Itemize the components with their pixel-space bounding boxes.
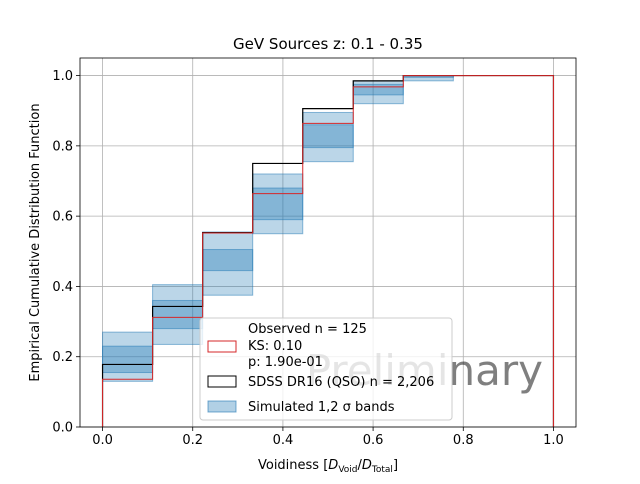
x-tick-label: 0.4: [273, 433, 294, 448]
legend-swatch-observed: [207, 340, 237, 353]
y-tick-label: 1.0: [52, 69, 73, 84]
x-axis-label-part: D: [328, 458, 338, 473]
y-tick-label: 0.8: [52, 139, 73, 154]
legend-label-pvalue: p: 1.90e-01: [248, 355, 323, 370]
x-tick-label: 0.0: [92, 433, 113, 448]
plot-area: [101, 74, 555, 427]
legend-label-observed: Observed n = 125: [248, 322, 367, 337]
sigma2-band: [302, 111, 354, 163]
sigma1-band: [102, 345, 154, 374]
legend-label-bands: Simulated 1,2 σ bands: [248, 400, 395, 415]
x-axis-label-part: Total: [371, 465, 393, 475]
x-axis-label-part: /: [358, 458, 363, 473]
sigma1-band: [352, 83, 404, 96]
axes-frame: [79, 57, 577, 428]
x-axis-label-part: Void: [338, 465, 357, 475]
sigma1-band: [152, 299, 204, 330]
x-tick-label: 0.6: [363, 433, 384, 448]
x-axis-label-part: D: [362, 458, 372, 473]
y-tick-label: 0.4: [52, 280, 73, 295]
sigma2-band: [252, 173, 304, 235]
sigma1-band: [202, 249, 254, 272]
legend-label-sdss: SDSS DR16 (QSO) n = 2,206: [248, 375, 434, 390]
legend-box: [199, 317, 453, 421]
sigma2-band: [202, 231, 254, 296]
y-tick-label: 0.2: [52, 350, 73, 365]
legend: Observed n = 125 KS: 0.10p: 1.90e-01 SDSS …: [199, 317, 453, 421]
legend-swatch-sdss: [207, 375, 237, 388]
sigma1-band: [302, 124, 354, 149]
legend-label-ks: KS: 0.10: [248, 339, 302, 354]
y-tick-label: 0.6: [52, 210, 73, 225]
sigma2-band: [152, 284, 204, 345]
sigma2-band: [102, 331, 154, 382]
x-tick-label: 1.0: [543, 433, 564, 448]
x-axis-label-part: Voidiness [: [258, 458, 328, 473]
y-tick-label: 0.0: [52, 421, 73, 436]
x-axis-label-part: ]: [393, 458, 398, 473]
x-axis-label: Voidiness [DVoid/DTotal]: [258, 458, 398, 475]
legend-swatch-bands: [207, 400, 237, 413]
chart-title: GeV Sources z: 0.1 - 0.35: [233, 35, 423, 53]
x-tick-label: 0.8: [453, 433, 474, 448]
x-tick-label: 0.2: [182, 433, 203, 448]
observed-step-line: [102, 75, 554, 427]
sigma1-band: [252, 187, 304, 221]
y-axis-label: Empirical Cumulative Distribution Functi…: [28, 103, 43, 381]
